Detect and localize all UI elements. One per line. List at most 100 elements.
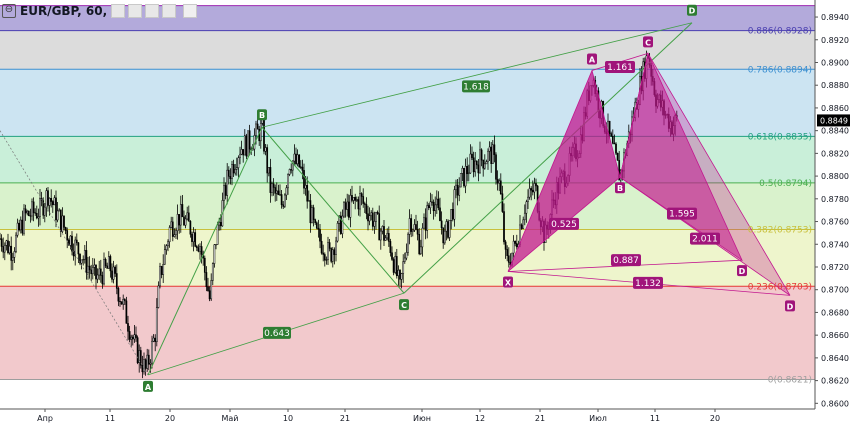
- candle-body: [51, 201, 54, 206]
- time-tick-label: 20: [165, 414, 175, 423]
- candle-body: [242, 149, 245, 156]
- candle-body: [499, 180, 502, 194]
- candle-body: [355, 199, 358, 201]
- candle-body: [458, 186, 461, 196]
- candle-body: [437, 198, 440, 209]
- candle-body: [71, 235, 73, 252]
- candle-body: [143, 359, 145, 373]
- candle-body: [618, 160, 621, 181]
- candle-body: [487, 150, 489, 162]
- candle-body: [360, 193, 363, 197]
- candle-body: [176, 214, 179, 231]
- candle-body: [296, 154, 299, 165]
- candle-body: [440, 220, 443, 228]
- candle-body: [365, 204, 368, 214]
- candle-body: [203, 257, 206, 273]
- candle-body: [432, 201, 435, 212]
- candle-body: [421, 227, 424, 248]
- candle-body: [381, 226, 384, 232]
- abcd-ratio-box: [462, 80, 490, 93]
- candle-body: [147, 354, 150, 365]
- harmonic-point-box: [615, 182, 625, 194]
- harmonic-ratio-label: 1.595: [669, 210, 695, 220]
- candle-body: [232, 164, 235, 174]
- candle-body: [144, 359, 147, 369]
- candle-body: [416, 229, 419, 235]
- candle-body: [448, 219, 451, 238]
- candle-body: [474, 160, 477, 173]
- candle-body: [325, 259, 328, 261]
- abcd-point-label: D: [689, 7, 696, 16]
- legend-settings-icon[interactable]: [183, 4, 198, 18]
- collapse-legend-button[interactable]: ⊖: [2, 4, 16, 18]
- candle-body: [303, 170, 305, 189]
- candle-body: [138, 350, 141, 364]
- candle-body: [139, 350, 142, 366]
- candle-body: [74, 239, 77, 257]
- candle-body: [523, 212, 526, 221]
- candle-body: [192, 232, 195, 242]
- candle-body: [299, 166, 302, 168]
- abcd-leg: [147, 127, 263, 376]
- candle-body: [269, 167, 272, 193]
- candle-body: [59, 209, 62, 232]
- candle-body: [351, 195, 353, 201]
- harmonic-ratio-box: [633, 276, 663, 289]
- price-axis[interactable]: 0.8600 0.8620 0.8640 0.8660 0.8680 0.8700 0.87…: [814, 0, 850, 424]
- candle-body: [141, 365, 144, 373]
- candle-body: [42, 200, 45, 216]
- candle-body: [495, 154, 497, 180]
- candle-body: [125, 300, 128, 324]
- candle-body: [47, 190, 49, 206]
- time-tick-label: Июн: [413, 414, 431, 423]
- fibonacci-labels: 0.886(0.8928) 0.786(0.8894) 0.618(0.8835) 0…: [748, 27, 812, 386]
- candle-body: [357, 199, 360, 210]
- candle-body: [248, 130, 251, 150]
- candle-body: [16, 222, 19, 236]
- price-tick-label: 0.8600: [821, 399, 849, 408]
- candle-body: [135, 334, 137, 338]
- candle-body: [34, 212, 37, 214]
- candle-body: [259, 123, 262, 142]
- series-legend: ⊖ EUR/GBP, 60,: [0, 0, 198, 22]
- candle-body: [186, 212, 189, 220]
- price-tick-label: 0.8900: [821, 58, 849, 67]
- current-price-label: 0.8849: [820, 116, 848, 125]
- price-tick-label: 0.8940: [821, 13, 849, 22]
- candle-body: [491, 144, 494, 164]
- candle-body: [461, 167, 464, 174]
- candle-body: [237, 157, 240, 168]
- candle-body: [323, 254, 326, 261]
- candle-body: [117, 288, 120, 302]
- candle-body: [525, 201, 528, 214]
- candle-body: [467, 172, 470, 175]
- candle-body: [72, 250, 75, 257]
- candle-body: [282, 204, 285, 207]
- fib-level-label: 0.886(0.8928): [748, 27, 812, 37]
- candle-body: [362, 196, 365, 204]
- time-tick-label: 12: [475, 414, 485, 423]
- candle-body: [427, 205, 430, 209]
- candle-body: [306, 185, 309, 202]
- candle-body: [533, 183, 536, 193]
- candle-body: [207, 286, 209, 291]
- candle-body: [453, 189, 456, 220]
- time-axis[interactable]: Апр 11 20 Май 10 21 Июн 12 21 Июл 11 20: [0, 408, 850, 424]
- candle-body: [349, 195, 352, 218]
- candle-body: [115, 273, 118, 289]
- candle-body: [328, 242, 331, 249]
- candle-body: [442, 227, 445, 244]
- candle-body: [122, 298, 125, 305]
- abcd-point-box: [257, 109, 267, 121]
- candle-body: [178, 214, 181, 226]
- candle-body: [155, 307, 158, 342]
- candle-body: [613, 142, 616, 145]
- candle-body: [215, 244, 217, 246]
- harmonic-ratio-label: 1.132: [635, 279, 661, 289]
- candle-body: [98, 268, 101, 276]
- candle-body: [205, 272, 208, 287]
- candle-body: [123, 298, 126, 302]
- price-tick-label: 0.8920: [821, 36, 849, 45]
- harmonic-ratio-box: [611, 254, 641, 267]
